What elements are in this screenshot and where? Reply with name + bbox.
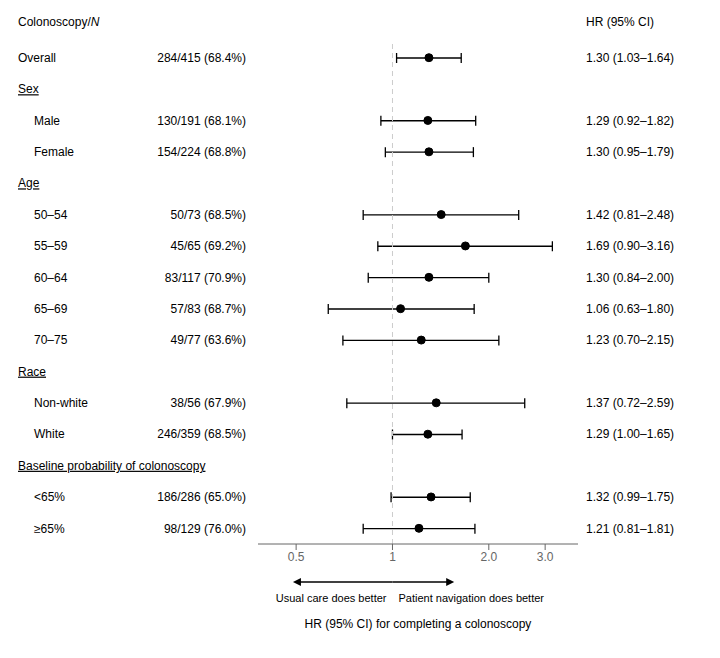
- svg-text:1.69 (0.90–3.16): 1.69 (0.90–3.16): [586, 239, 674, 253]
- svg-text:Colonoscopy/N: Colonoscopy/N: [18, 15, 100, 29]
- svg-text:Patient navigation does better: Patient navigation does better: [398, 592, 544, 604]
- svg-text:1.30 (0.84–2.00): 1.30 (0.84–2.00): [586, 271, 674, 285]
- svg-text:1.29 (1.00–1.65): 1.29 (1.00–1.65): [586, 427, 674, 441]
- svg-text:<65%: <65%: [34, 490, 65, 504]
- svg-text:1.32 (0.99–1.75): 1.32 (0.99–1.75): [586, 490, 674, 504]
- svg-text:HR (95% CI) for completing a c: HR (95% CI) for completing a colonoscopy: [305, 617, 532, 631]
- svg-text:1.23 (0.70–2.15): 1.23 (0.70–2.15): [586, 333, 674, 347]
- svg-text:65–69: 65–69: [34, 302, 68, 316]
- svg-text:Female: Female: [34, 145, 74, 159]
- svg-text:White: White: [34, 427, 65, 441]
- svg-text:Race: Race: [18, 365, 46, 379]
- svg-text:130/191 (68.1%): 130/191 (68.1%): [157, 114, 246, 128]
- svg-text:49/77 (63.6%): 49/77 (63.6%): [171, 333, 246, 347]
- svg-text:Non-white: Non-white: [34, 396, 88, 410]
- svg-text:1.37 (0.72–2.59): 1.37 (0.72–2.59): [586, 396, 674, 410]
- svg-text:50/73 (68.5%): 50/73 (68.5%): [171, 208, 246, 222]
- svg-text:246/359 (68.5%): 246/359 (68.5%): [157, 427, 246, 441]
- svg-text:50–54: 50–54: [34, 208, 68, 222]
- svg-text:1.21 (0.81–1.81): 1.21 (0.81–1.81): [586, 522, 674, 536]
- svg-text:186/286 (65.0%): 186/286 (65.0%): [157, 490, 246, 504]
- svg-text:3.0: 3.0: [537, 550, 554, 564]
- svg-text:1.42 (0.81–2.48): 1.42 (0.81–2.48): [586, 208, 674, 222]
- svg-text:Age: Age: [18, 176, 40, 190]
- svg-text:83/117 (70.9%): 83/117 (70.9%): [165, 271, 246, 285]
- svg-text:Usual care does better: Usual care does better: [276, 592, 387, 604]
- svg-text:1.30 (0.95–1.79): 1.30 (0.95–1.79): [586, 145, 674, 159]
- svg-text:45/65 (69.2%): 45/65 (69.2%): [171, 239, 246, 253]
- svg-text:60–64: 60–64: [34, 271, 68, 285]
- svg-text:Male: Male: [34, 114, 60, 128]
- svg-text:55–59: 55–59: [34, 239, 68, 253]
- svg-text:284/415 (68.4%): 284/415 (68.4%): [157, 51, 246, 65]
- svg-text:98/129 (76.0%): 98/129 (76.0%): [164, 522, 246, 536]
- svg-text:1.29 (0.92–1.82): 1.29 (0.92–1.82): [586, 114, 674, 128]
- svg-text:57/83 (68.7%): 57/83 (68.7%): [171, 302, 246, 316]
- svg-text:1.06 (0.63–1.80): 1.06 (0.63–1.80): [586, 302, 674, 316]
- svg-text:≥65%: ≥65%: [34, 522, 65, 536]
- svg-text:1.30 (1.03–1.64): 1.30 (1.03–1.64): [586, 51, 674, 65]
- svg-text:Baseline probability of colono: Baseline probability of colonoscopy: [18, 459, 205, 473]
- svg-text:70–75: 70–75: [34, 333, 68, 347]
- svg-text:Overall: Overall: [18, 51, 56, 65]
- svg-text:Sex: Sex: [18, 82, 39, 96]
- svg-text:154/224 (68.8%): 154/224 (68.8%): [157, 145, 246, 159]
- svg-text:2.0: 2.0: [480, 550, 497, 564]
- svg-text:HR (95% CI): HR (95% CI): [586, 15, 654, 29]
- svg-text:1: 1: [389, 550, 396, 564]
- svg-text:38/56 (67.9%): 38/56 (67.9%): [171, 396, 246, 410]
- svg-text:0.5: 0.5: [288, 550, 305, 564]
